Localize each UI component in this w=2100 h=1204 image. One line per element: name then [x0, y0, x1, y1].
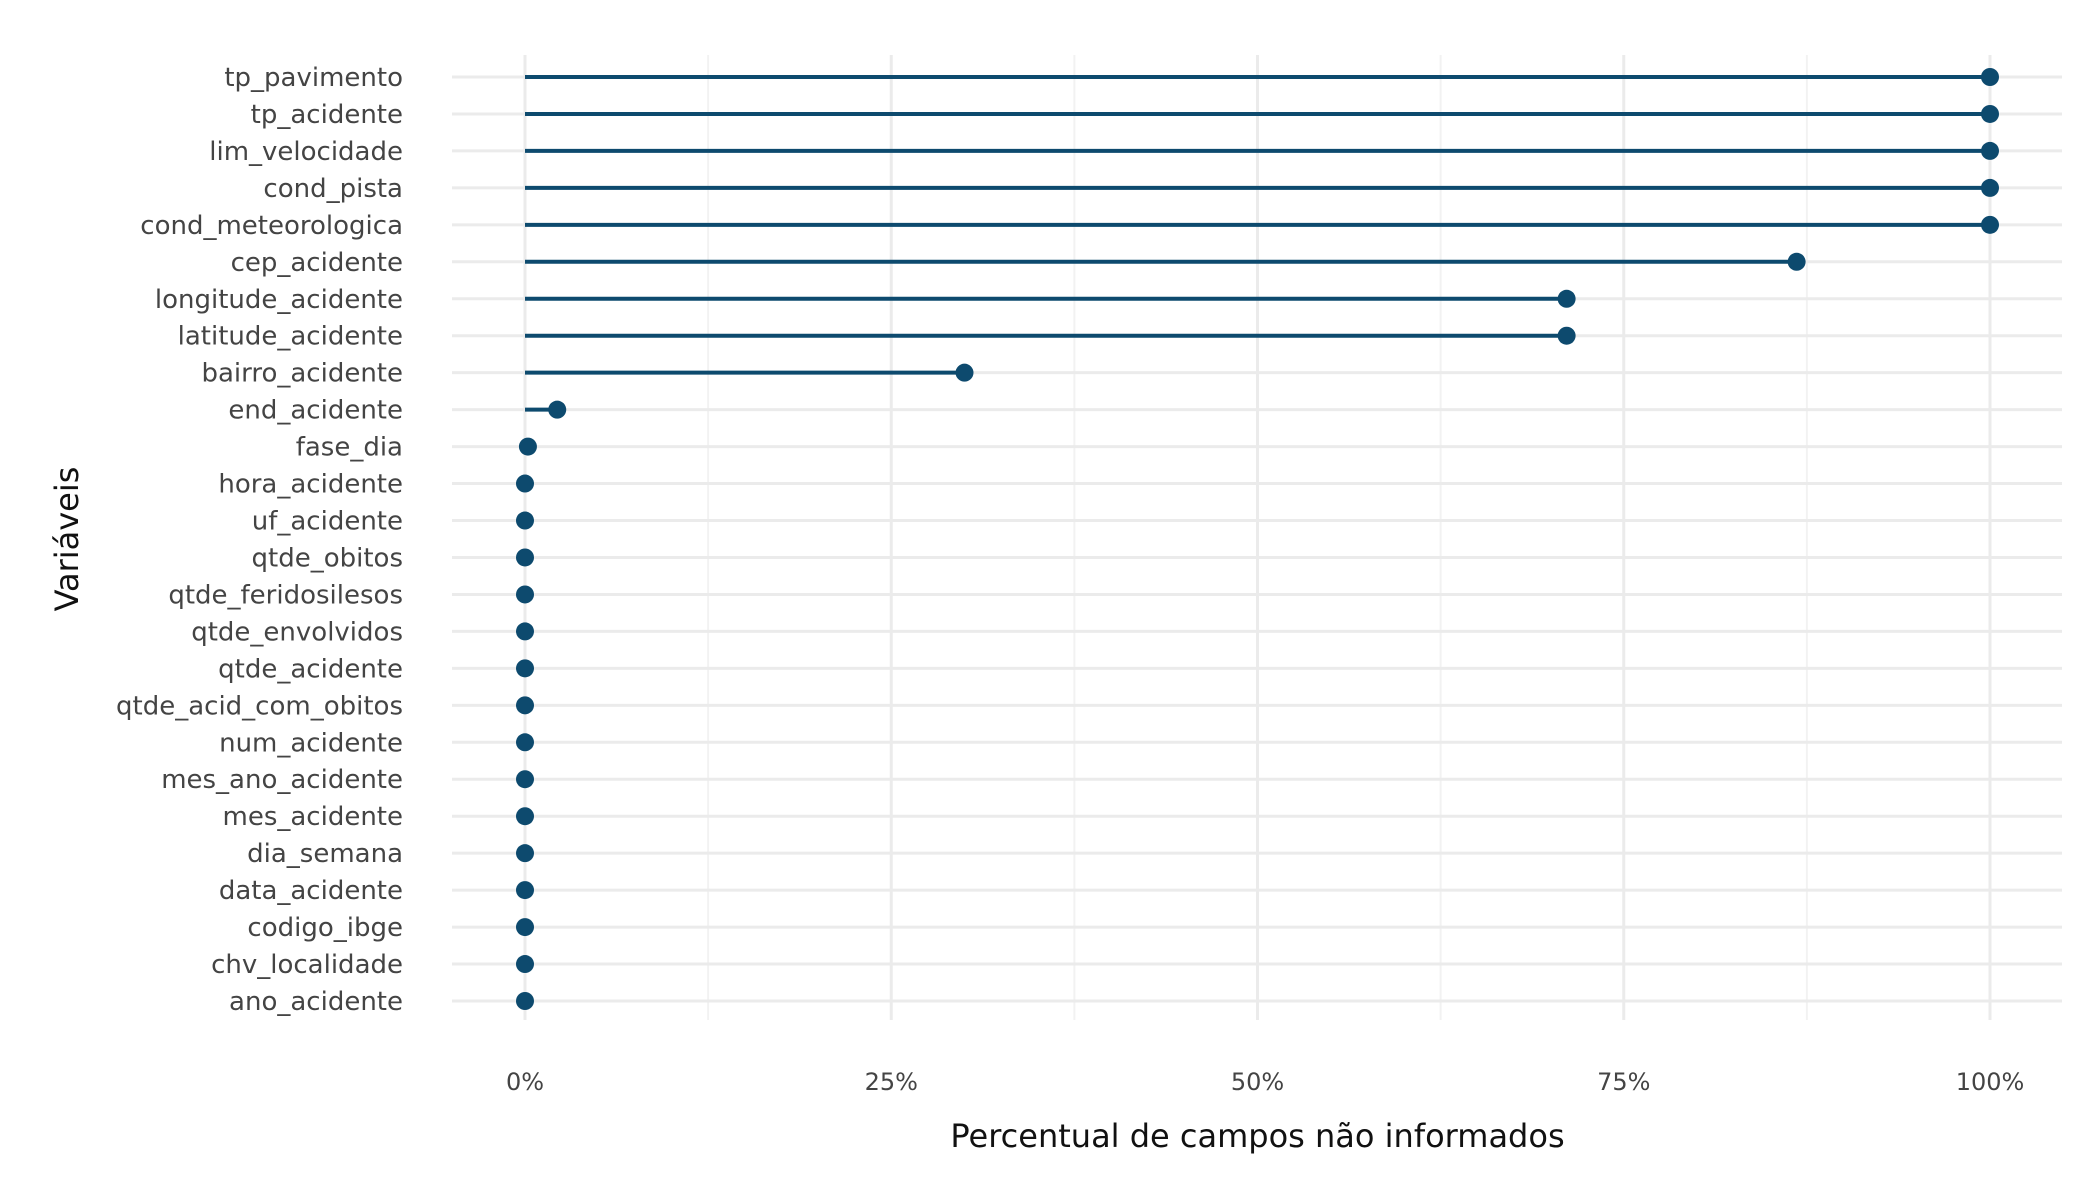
- lollipop-point-mes_ano_acidente: [516, 770, 534, 789]
- lollipop-point-cond_pista: [1981, 178, 1999, 197]
- grid-layer: [452, 55, 2062, 1020]
- lollipop-point-chv_localidade: [516, 955, 534, 974]
- lollipop-point-tp_acidente: [1981, 104, 1999, 123]
- lollipop-point-uf_acidente: [516, 511, 534, 530]
- y-tick-label-data_acidente: data_acidente: [219, 876, 403, 906]
- lollipop-point-hora_acidente: [516, 474, 534, 493]
- x-axis-title: Percentual de campos não informados: [950, 1117, 1564, 1155]
- y-tick-label-cep_acidente: cep_acidente: [231, 248, 403, 278]
- y-tick-label-cond_pista: cond_pista: [263, 174, 403, 204]
- lollipop-point-latitude_acidente: [1557, 326, 1576, 345]
- lollipop-point-bairro_acidente: [955, 363, 974, 382]
- y-tick-label-qtde_acidente: qtde_acidente: [218, 654, 403, 684]
- y-tick-label-tp_acidente: tp_acidente: [251, 100, 403, 130]
- x-tick-label: 25%: [865, 1068, 918, 1096]
- lollipop-point-num_acidente: [516, 733, 534, 752]
- x-tick-label: 75%: [1597, 1068, 1650, 1096]
- lollipop-point-qtde_obitos: [516, 548, 534, 567]
- lollipop-point-longitude_acidente: [1557, 289, 1576, 308]
- y-tick-label-lim_velocidade: lim_velocidade: [209, 137, 403, 167]
- lollipop-point-lim_velocidade: [1981, 141, 1999, 160]
- y-tick-label-qtde_acid_com_obitos: qtde_acid_com_obitos: [116, 691, 403, 721]
- x-tick-label: 100%: [1956, 1068, 2025, 1096]
- y-tick-label-qtde_feridosilesos: qtde_feridosilesos: [168, 580, 403, 610]
- lollipop-point-data_acidente: [516, 881, 534, 900]
- y-tick-label-dia_semana: dia_semana: [247, 839, 403, 869]
- y-tick-label-latitude_acidente: latitude_acidente: [178, 322, 403, 352]
- y-tick-label-qtde_obitos: qtde_obitos: [252, 543, 403, 573]
- x-tick-label: 50%: [1231, 1068, 1284, 1096]
- lollipop-point-end_acidente: [548, 400, 567, 419]
- lollipop-point-fase_dia: [518, 437, 537, 456]
- y-tick-label-mes_acidente: mes_acidente: [223, 802, 404, 832]
- y-tick-label-tp_pavimento: tp_pavimento: [224, 63, 403, 93]
- marks-layer: [516, 68, 1999, 1010]
- lollipop-point-dia_semana: [516, 844, 534, 863]
- y-tick-label-codigo_ibge: codigo_ibge: [247, 913, 403, 943]
- lollipop-point-ano_acidente: [516, 992, 534, 1010]
- y-tick-label-mes_ano_acidente: mes_ano_acidente: [161, 765, 403, 795]
- y-tick-label-uf_acidente: uf_acidente: [252, 507, 403, 537]
- lollipop-point-qtde_acidente: [516, 659, 534, 678]
- lollipop-point-tp_pavimento: [1981, 68, 1999, 86]
- ticks-layer: tp_pavimento tp_acidente lim_velocidadecon…: [116, 63, 2024, 1096]
- y-tick-label-longitude_acidente: longitude_acidente: [155, 285, 403, 315]
- lollipop-point-codigo_ibge: [516, 918, 534, 937]
- lollipop-point-cep_acidente: [1787, 252, 1806, 271]
- lollipop-point-qtde_feridosilesos: [516, 585, 534, 604]
- x-tick-label: 0%: [506, 1068, 544, 1096]
- lollipop-point-cond_meteorologica: [1981, 215, 1999, 234]
- lollipop-point-mes_acidente: [516, 807, 534, 826]
- y-tick-label-qtde_envolvidos: qtde_envolvidos: [191, 617, 403, 647]
- y-tick-label-bairro_acidente: bairro_acidente: [201, 359, 403, 389]
- lollipop-point-qtde_acid_com_obitos: [516, 696, 534, 715]
- lollipop-point-qtde_envolvidos: [516, 622, 534, 641]
- y-tick-label-chv_localidade: chv_localidade: [211, 950, 403, 980]
- y-tick-label-num_acidente: num_acidente: [219, 728, 403, 758]
- y-tick-label-fase_dia: fase_dia: [296, 433, 403, 463]
- y-axis-title: Variáveis: [48, 467, 86, 612]
- y-tick-label-ano_acidente: ano_acidente: [229, 987, 403, 1017]
- y-tick-label-end_acidente: end_acidente: [228, 396, 403, 426]
- y-tick-label-hora_acidente: hora_acidente: [218, 470, 403, 500]
- y-tick-label-cond_meteorologica: cond_meteorologica: [140, 211, 403, 241]
